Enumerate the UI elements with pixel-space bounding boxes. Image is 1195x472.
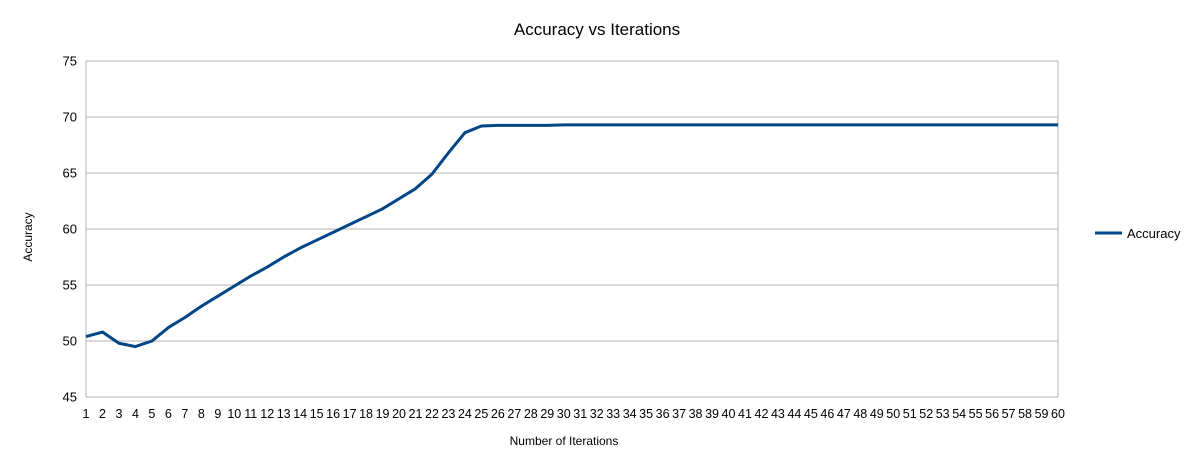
x-tick-label: 16 (326, 407, 340, 421)
x-tick-label: 54 (952, 407, 966, 421)
x-tick-label: 17 (343, 407, 357, 421)
series-line-accuracy (85, 123, 1058, 349)
x-tick-label: 15 (310, 407, 324, 421)
x-tick-label: 25 (474, 407, 488, 421)
x-tick-label: 9 (214, 407, 221, 421)
x-tick-label: 21 (409, 407, 423, 421)
x-tick-label: 19 (376, 407, 390, 421)
x-tick-label: 20 (392, 407, 406, 421)
x-tick-label: 2 (99, 407, 106, 421)
x-tick-label: 55 (969, 407, 983, 421)
x-tick-label: 6 (165, 407, 172, 421)
x-tick-label: 51 (903, 407, 917, 421)
x-tick-label: 38 (689, 407, 703, 421)
gridlines (85, 60, 1059, 398)
x-tick-label: 44 (787, 407, 801, 421)
x-tick-label: 48 (853, 407, 867, 421)
x-tick-label: 3 (115, 407, 122, 421)
x-tick-label: 1 (83, 407, 90, 421)
chart-title: Accuracy vs Iterations (514, 20, 680, 39)
x-tick-label: 8 (198, 407, 205, 421)
x-tick-label: 30 (557, 407, 571, 421)
x-tick-label: 53 (936, 407, 950, 421)
x-tick-label: 32 (590, 407, 604, 421)
x-tick-label: 24 (458, 407, 472, 421)
x-tick-label: 7 (181, 407, 188, 421)
x-tick-label: 26 (491, 407, 505, 421)
x-tick-label: 22 (425, 407, 439, 421)
x-tick-label: 33 (606, 407, 620, 421)
y-tick-label: 75 (63, 54, 77, 69)
x-tick-label: 47 (837, 407, 851, 421)
x-tick-label: 12 (260, 407, 274, 421)
x-tick-label: 34 (623, 407, 637, 421)
x-tick-label: 52 (919, 407, 933, 421)
y-tick-label: 70 (63, 110, 77, 125)
y-tick-label: 50 (63, 334, 77, 349)
x-tick-label: 23 (441, 407, 455, 421)
x-tick-label: 58 (1018, 407, 1032, 421)
x-tick-label: 50 (886, 407, 900, 421)
x-tick-label: 4 (132, 407, 139, 421)
x-axis-label: Number of Iterations (510, 434, 619, 448)
x-tick-label: 49 (870, 407, 884, 421)
y-tick-label: 55 (63, 278, 77, 293)
x-tick-label: 37 (672, 407, 686, 421)
x-tick-label: 29 (540, 407, 554, 421)
x-tick-label: 57 (1002, 407, 1016, 421)
x-tick-label: 14 (293, 407, 307, 421)
x-tick-label: 36 (656, 407, 670, 421)
legend-label: Accuracy (1127, 226, 1181, 241)
y-axis-label: Accuracy (21, 212, 35, 261)
x-tick-label: 31 (573, 407, 587, 421)
y-tick-label: 65 (63, 166, 77, 181)
x-tick-labels: 1 2 3 4 5 6 7 8 9 10 11 12 13 14 15 16 17 18 19 20 21 22 23 24 2… (83, 407, 1065, 421)
x-tick-label: 28 (524, 407, 538, 421)
x-tick-label: 59 (1035, 407, 1049, 421)
y-tick-label: 60 (63, 222, 77, 237)
x-tick-label: 13 (277, 407, 291, 421)
x-tick-label: 27 (507, 407, 521, 421)
x-tick-label: 41 (738, 407, 752, 421)
x-tick-label: 5 (148, 407, 155, 421)
y-tick-label: 45 (63, 390, 77, 405)
x-tick-label: 39 (705, 407, 719, 421)
legend: Accuracy (1095, 226, 1181, 241)
x-tick-label: 43 (771, 407, 785, 421)
x-tick-label: 40 (722, 407, 736, 421)
x-tick-label: 46 (820, 407, 834, 421)
x-tick-label: 42 (755, 407, 769, 421)
x-tick-label: 10 (227, 407, 241, 421)
x-tick-label: 11 (244, 407, 257, 421)
x-tick-label: 18 (359, 407, 373, 421)
y-tick-labels: 45 50 55 60 65 70 75 (63, 54, 77, 405)
x-tick-label: 60 (1051, 407, 1065, 421)
x-tick-label: 35 (639, 407, 653, 421)
x-tick-label: 45 (804, 407, 818, 421)
series-lines (85, 123, 1058, 349)
x-tick-label: 56 (985, 407, 999, 421)
